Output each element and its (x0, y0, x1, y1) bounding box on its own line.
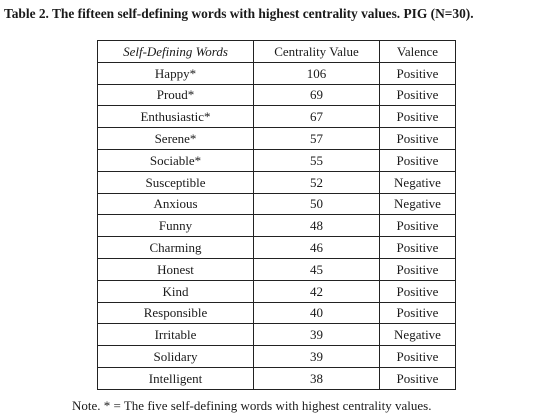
centrality-cell: 45 (253, 257, 380, 281)
centrality-cell: 52 (253, 170, 380, 194)
table-row: Susceptible 52 Negative (97, 170, 456, 194)
table-row: Anxious 50 Negative (97, 192, 456, 216)
centrality-cell: 39 (253, 323, 380, 347)
header-centrality-value: Centrality Value (253, 40, 380, 63)
word-cell: Serene* (97, 127, 254, 150)
valence-cell: Positive (379, 301, 456, 325)
header-self-defining-words: Self-Defining Words (97, 40, 254, 63)
centrality-cell: 106 (253, 61, 380, 85)
word-cell: Kind (97, 279, 254, 303)
valence-cell: Positive (379, 345, 456, 368)
valence-cell: Positive (379, 214, 456, 238)
table-row: Charming 46 Positive (97, 236, 456, 259)
valence-cell: Positive (379, 236, 456, 259)
word-cell: Intelligent (97, 366, 254, 390)
table-row: Funny 48 Positive (97, 214, 456, 238)
word-cell: Enthusiastic* (97, 105, 254, 129)
header-valence: Valence (379, 40, 456, 63)
table-row: Sociable* 55 Positive (97, 148, 456, 172)
table-row: Enthusiastic* 67 Positive (97, 105, 456, 129)
centrality-cell: 40 (253, 301, 380, 325)
table-row: Responsible 40 Positive (97, 301, 456, 325)
centrality-cell: 69 (253, 83, 380, 107)
word-cell: Proud* (97, 83, 254, 107)
centrality-cell: 38 (253, 366, 380, 390)
centrality-cell: 48 (253, 214, 380, 238)
centrality-cell: 42 (253, 279, 380, 303)
table-row: Proud* 69 Positive (97, 83, 456, 107)
centrality-cell: 55 (253, 148, 380, 172)
table-caption: Table 2. The fifteen self-defining words… (4, 6, 474, 21)
centrality-cell: 67 (253, 105, 380, 129)
table-header-row: Self-Defining Words Centrality Value Val… (97, 40, 456, 63)
table-row: Serene* 57 Positive (97, 127, 456, 150)
table-note: Note. * = The five self-defining words w… (72, 398, 432, 413)
valence-cell: Positive (379, 257, 456, 281)
word-cell: Happy* (97, 61, 254, 85)
word-cell: Responsible (97, 301, 254, 325)
centrality-cell: 57 (253, 127, 380, 150)
valence-cell: Positive (379, 279, 456, 303)
centrality-cell: 46 (253, 236, 380, 259)
table-row: Honest 45 Positive (97, 257, 456, 281)
valence-cell: Positive (379, 366, 456, 390)
word-cell: Sociable* (97, 148, 254, 172)
centrality-cell: 50 (253, 192, 380, 216)
valence-cell: Positive (379, 127, 456, 150)
valence-cell: Positive (379, 61, 456, 85)
word-cell: Anxious (97, 192, 254, 216)
word-cell: Funny (97, 214, 254, 238)
valence-cell: Negative (379, 192, 456, 216)
valence-cell: Negative (379, 170, 456, 194)
valence-cell: Negative (379, 323, 456, 347)
centrality-table: Self-Defining Words Centrality Value Val… (97, 40, 456, 390)
word-cell: Charming (97, 236, 254, 259)
table-row: Intelligent 38 Positive (97, 366, 456, 390)
table-row: Irritable 39 Negative (97, 323, 456, 347)
word-cell: Solidary (97, 345, 254, 368)
table-row: Solidary 39 Positive (97, 345, 456, 368)
table-row: Happy* 106 Positive (97, 61, 456, 85)
table-row: Kind 42 Positive (97, 279, 456, 303)
word-cell: Honest (97, 257, 254, 281)
centrality-cell: 39 (253, 345, 380, 368)
word-cell: Susceptible (97, 170, 254, 194)
valence-cell: Positive (379, 148, 456, 172)
word-cell: Irritable (97, 323, 254, 347)
valence-cell: Positive (379, 105, 456, 129)
valence-cell: Positive (379, 83, 456, 107)
